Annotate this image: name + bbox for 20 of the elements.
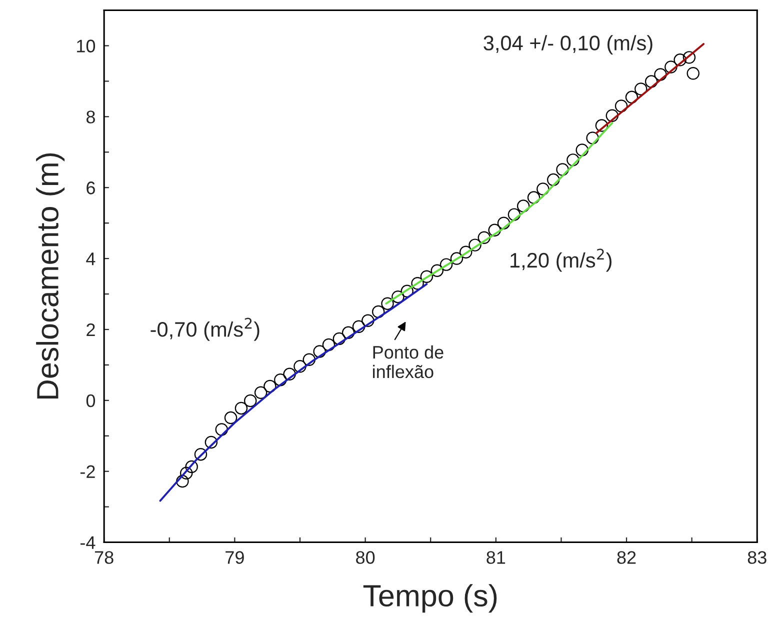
annotation: -0,70 (m/s$^{2}$): [150, 318, 260, 341]
annotation: 1,20 (m/s$^{2}$): [510, 248, 612, 272]
x-tick-label: 81: [486, 551, 506, 564]
y-tick-label: 6: [86, 182, 95, 194]
x-tick-label: 78: [94, 551, 114, 564]
x-tick-label: 79: [226, 551, 244, 564]
x-tick-label: 80: [356, 551, 375, 564]
y-tick-label: -4: [80, 536, 96, 549]
y-tick-label: 10: [77, 40, 96, 52]
y-tick-label: 8: [86, 110, 95, 124]
x-axis-title: Tempo (s): [363, 584, 497, 613]
y-tick-label: 4: [86, 252, 96, 266]
y-axis-title: Deslocamento (m): [36, 153, 65, 399]
x-tick-label: 82: [617, 551, 636, 564]
y-tick-label: 0: [86, 394, 96, 408]
y-tick-label: -2: [80, 465, 95, 478]
x-tick-label: 83: [748, 551, 766, 564]
annotation: Ponto de inflexão: [373, 345, 444, 378]
y-tick-label: 2: [86, 323, 95, 336]
annotation: 3,04 +/- 0,10 (m/s): [484, 35, 652, 55]
